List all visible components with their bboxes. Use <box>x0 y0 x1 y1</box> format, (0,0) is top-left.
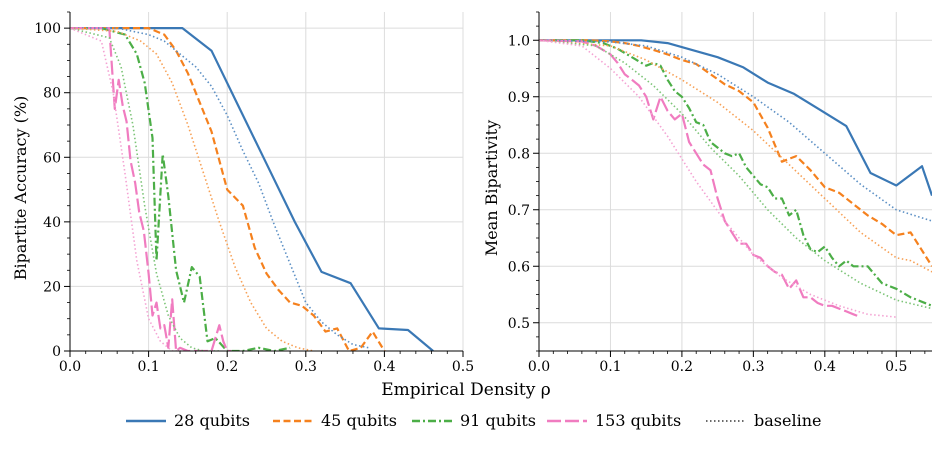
left-plot-bipartite-accuracy: 0.0 0.1 0.2 0.3 0.4 0.5 0 20 40 60 80 100 <box>34 11 474 375</box>
left-series-91-qubits <box>70 27 291 351</box>
left-series-153-qubits <box>70 27 232 351</box>
left-x-tick-label-0: 0.0 <box>59 359 81 375</box>
legend-label-3: 153 qubits <box>595 411 681 430</box>
legend-label-1: 45 qubits <box>321 411 397 430</box>
right-x-tick-label-3: 0.3 <box>742 359 764 375</box>
right-series-28-qubits <box>539 39 932 196</box>
right-series-91-qubits <box>539 39 932 307</box>
legend: 28 qubits 45 qubits 91 qubits 153 qubits bas… <box>126 411 821 430</box>
legend-label-0: 28 qubits <box>174 411 250 430</box>
left-y-tick-label-3: 60 <box>43 150 61 166</box>
right-x-tick-label-0: 0.0 <box>528 359 550 375</box>
left-series-baseline-45-qubits <box>70 27 314 351</box>
left-series-group <box>70 27 434 351</box>
left-y-tick-label-2: 40 <box>43 215 61 231</box>
right-series-baseline-28-qubits <box>539 39 932 222</box>
left-y-axis-label: Bipartite Accuracy (%) <box>11 96 30 281</box>
right-y-tick-label-5: 1.0 <box>508 33 530 49</box>
right-y-tick-label-2: 0.7 <box>508 203 530 219</box>
right-y-tick-label-4: 0.9 <box>508 90 530 106</box>
right-x-tick-label-1: 0.1 <box>599 359 621 375</box>
right-y-axis-label: Mean Bipartivity <box>482 120 501 256</box>
left-x-tick-label-5: 0.5 <box>452 359 474 375</box>
shared-x-axis-label: Empirical Density ρ <box>381 380 551 400</box>
right-series-153-qubits <box>539 39 861 319</box>
right-series-group <box>539 39 932 319</box>
left-x-tick-label-2: 0.2 <box>216 359 238 375</box>
left-y-tick-label-1: 20 <box>43 279 61 295</box>
left-y-tick-label-5: 100 <box>34 21 61 37</box>
right-y-tick-label-3: 0.8 <box>508 146 530 162</box>
left-series-45-qubits <box>70 27 386 351</box>
right-x-tick-label-2: 0.2 <box>671 359 693 375</box>
left-x-tick-label-4: 0.4 <box>373 359 395 375</box>
legend-label-4: baseline <box>754 411 821 430</box>
left-x-tick-label-1: 0.1 <box>137 359 159 375</box>
left-y-tick-label-4: 80 <box>43 86 61 102</box>
right-series-baseline-45-qubits <box>539 39 932 273</box>
right-y-tick-label-0: 0.5 <box>508 316 530 332</box>
left-series-28-qubits <box>70 27 434 351</box>
left-y-tick-label-0: 0 <box>52 344 61 360</box>
right-y-tick-label-1: 0.6 <box>508 259 530 275</box>
left-series-baseline-153-qubits <box>70 27 184 351</box>
right-series-45-qubits <box>539 39 932 267</box>
right-x-tick-label-5: 0.5 <box>885 359 907 375</box>
legend-label-2: 91 qubits <box>460 411 536 430</box>
right-series-baseline-153-qubits <box>539 39 897 318</box>
right-x-tick-label-4: 0.4 <box>814 359 836 375</box>
left-x-tick-label-3: 0.3 <box>295 359 317 375</box>
right-plot-mean-bipartivity: 0.0 0.1 0.2 0.3 0.4 0.5 0.5 0.6 0.7 0.8 0.9 1.0 <box>508 11 932 375</box>
left-series-baseline-91-qubits <box>70 27 220 351</box>
left-series-baseline-28-qubits <box>70 27 369 349</box>
